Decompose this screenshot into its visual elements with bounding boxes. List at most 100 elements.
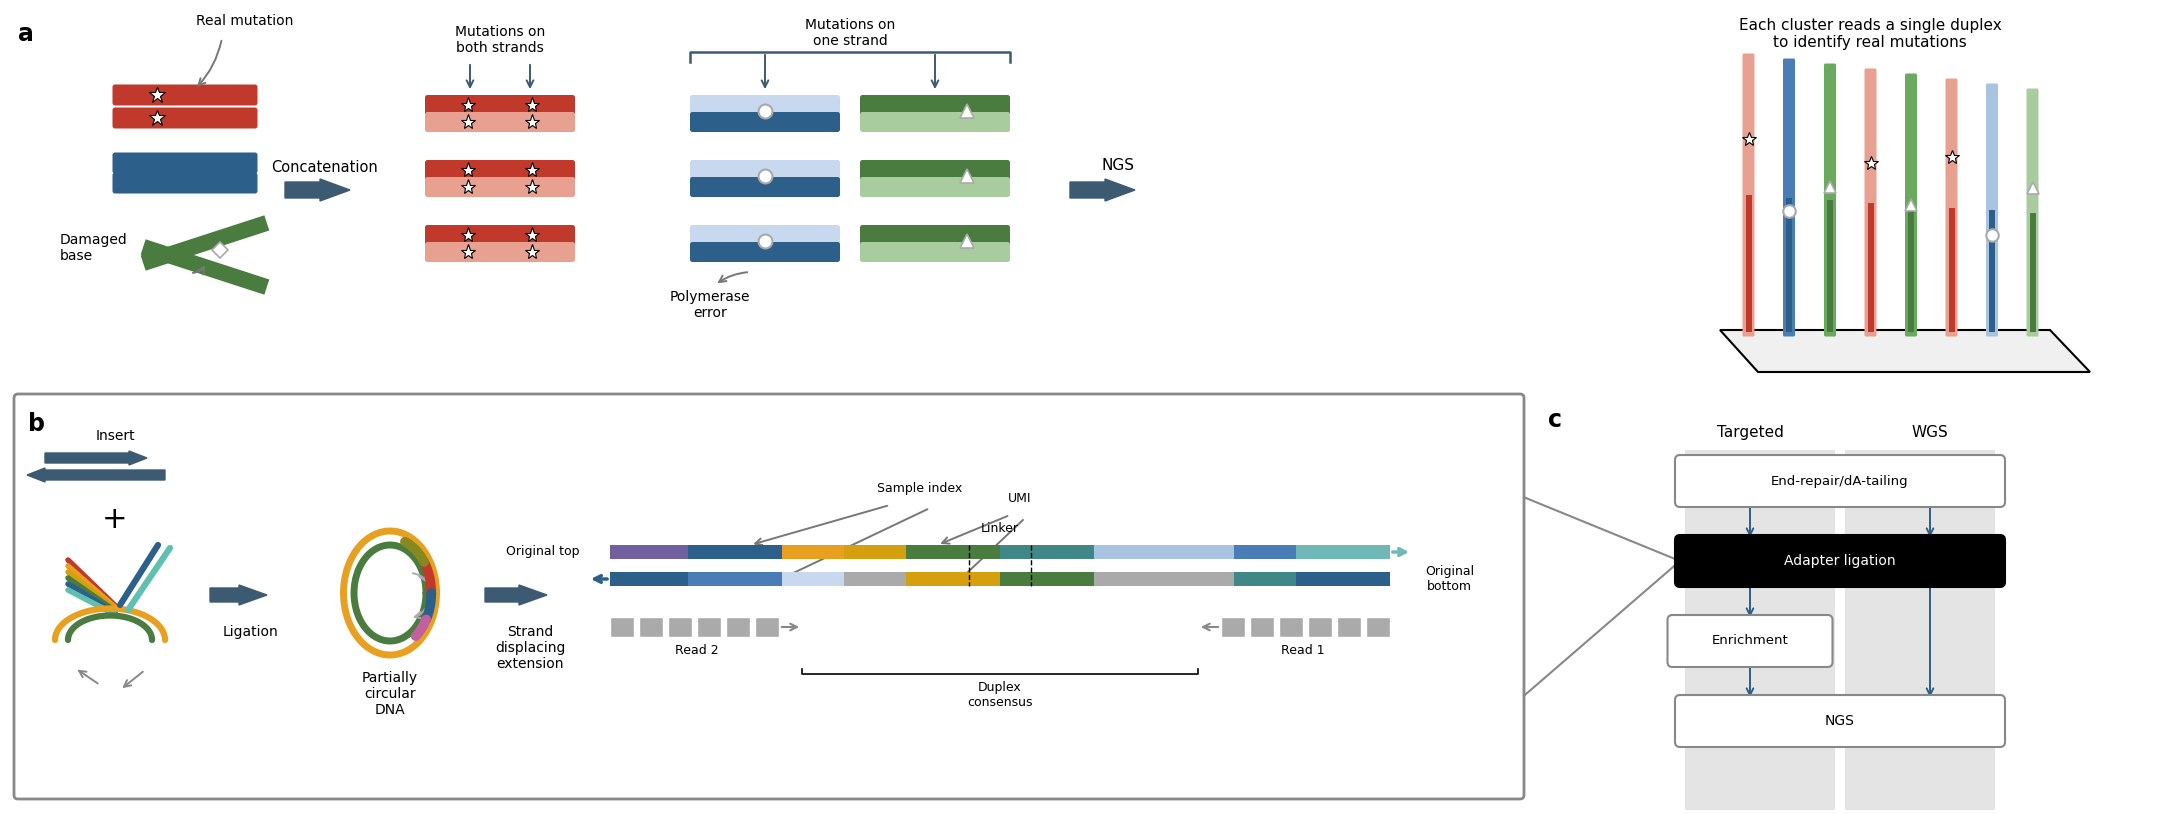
Bar	[844, 545, 907, 559]
Text: Targeted: Targeted	[1716, 425, 1783, 440]
Text: Adapter ligation: Adapter ligation	[1785, 554, 1896, 568]
FancyArrow shape	[210, 585, 267, 605]
Bar	[688, 545, 781, 559]
FancyBboxPatch shape	[113, 107, 258, 129]
Bar	[1000, 545, 1093, 559]
FancyArrow shape	[26, 468, 165, 482]
Bar	[781, 572, 844, 586]
FancyBboxPatch shape	[2026, 89, 2039, 336]
Polygon shape	[1720, 330, 2091, 372]
FancyBboxPatch shape	[425, 95, 575, 115]
Bar	[1868, 203, 1874, 332]
FancyBboxPatch shape	[690, 225, 839, 245]
Text: Mutations on
both strands: Mutations on both strands	[455, 25, 544, 55]
Bar	[727, 617, 750, 637]
Bar	[1746, 195, 1753, 332]
Text: Duplex
consensus: Duplex consensus	[967, 681, 1032, 709]
Text: Ligation: Ligation	[221, 625, 278, 639]
FancyArrow shape	[46, 451, 147, 465]
Bar	[688, 572, 781, 586]
Text: +: +	[102, 505, 128, 535]
Bar	[755, 617, 779, 637]
Bar	[1234, 545, 1297, 559]
FancyBboxPatch shape	[859, 112, 1011, 132]
FancyBboxPatch shape	[1674, 695, 2004, 747]
Bar	[1297, 545, 1390, 559]
Bar	[1093, 545, 1234, 559]
Bar	[844, 572, 907, 586]
Bar	[781, 545, 844, 559]
Text: Strand
displacing
extension: Strand displacing extension	[495, 625, 566, 672]
FancyBboxPatch shape	[859, 95, 1011, 115]
Text: NGS: NGS	[1102, 158, 1134, 173]
Bar	[609, 617, 633, 637]
FancyBboxPatch shape	[1865, 68, 1876, 336]
FancyBboxPatch shape	[1742, 54, 1755, 336]
FancyBboxPatch shape	[13, 394, 1525, 799]
Bar	[2030, 212, 2035, 332]
Text: Partially
circular
DNA: Partially circular DNA	[362, 671, 419, 717]
FancyBboxPatch shape	[1783, 59, 1796, 336]
FancyBboxPatch shape	[1904, 73, 1917, 336]
FancyBboxPatch shape	[859, 242, 1011, 262]
FancyBboxPatch shape	[1674, 455, 2004, 507]
Text: c: c	[1549, 408, 1562, 432]
Text: Sample index: Sample index	[878, 482, 963, 495]
Text: Each cluster reads a single duplex
to identify real mutations: Each cluster reads a single duplex to id…	[1740, 18, 2002, 50]
FancyBboxPatch shape	[690, 112, 839, 132]
Bar	[609, 572, 688, 586]
FancyBboxPatch shape	[1824, 63, 1835, 336]
FancyBboxPatch shape	[425, 160, 575, 180]
FancyBboxPatch shape	[859, 160, 1011, 180]
Bar	[1948, 208, 1954, 332]
Bar	[1989, 210, 1995, 332]
Text: Original top: Original top	[508, 545, 579, 558]
Bar	[1366, 617, 1390, 637]
Bar	[1826, 200, 1833, 332]
Bar	[1000, 572, 1093, 586]
FancyBboxPatch shape	[1987, 84, 1998, 336]
Text: Real mutation: Real mutation	[197, 14, 293, 28]
FancyBboxPatch shape	[690, 177, 839, 197]
Bar	[1280, 617, 1304, 637]
Text: WGS: WGS	[1911, 425, 1948, 440]
Bar	[640, 617, 664, 637]
Text: Damaged
base: Damaged base	[61, 233, 128, 263]
Bar	[1785, 198, 1792, 332]
Polygon shape	[141, 239, 269, 295]
Text: Polymerase
error: Polymerase error	[670, 290, 750, 320]
Bar	[1221, 617, 1245, 637]
Bar	[1846, 450, 1995, 810]
FancyBboxPatch shape	[425, 242, 575, 262]
FancyBboxPatch shape	[425, 112, 575, 132]
FancyArrow shape	[284, 179, 349, 201]
FancyBboxPatch shape	[425, 225, 575, 245]
Polygon shape	[141, 216, 269, 271]
Bar	[668, 617, 692, 637]
Text: Read 1: Read 1	[1282, 644, 1325, 657]
Bar	[907, 545, 1000, 559]
Text: a: a	[17, 22, 35, 46]
FancyBboxPatch shape	[1674, 535, 2004, 587]
FancyBboxPatch shape	[690, 160, 839, 180]
FancyBboxPatch shape	[859, 177, 1011, 197]
Bar	[1093, 572, 1234, 586]
Text: Linker: Linker	[980, 522, 1019, 535]
Bar	[696, 617, 720, 637]
Bar	[1909, 205, 1913, 332]
FancyBboxPatch shape	[113, 85, 258, 106]
Bar	[1308, 617, 1332, 637]
Text: b: b	[28, 412, 46, 436]
Bar	[609, 545, 688, 559]
Bar	[1685, 450, 1835, 810]
Text: Original
bottom: Original bottom	[1425, 565, 1475, 593]
Text: Enrichment: Enrichment	[1711, 634, 1789, 647]
Text: UMI: UMI	[1009, 492, 1032, 505]
Bar	[907, 572, 1000, 586]
FancyBboxPatch shape	[690, 95, 839, 115]
FancyArrow shape	[486, 585, 547, 605]
Bar	[1297, 572, 1390, 586]
Text: Insert: Insert	[95, 429, 134, 443]
Text: Concatenation: Concatenation	[271, 160, 377, 175]
Bar	[1336, 617, 1360, 637]
